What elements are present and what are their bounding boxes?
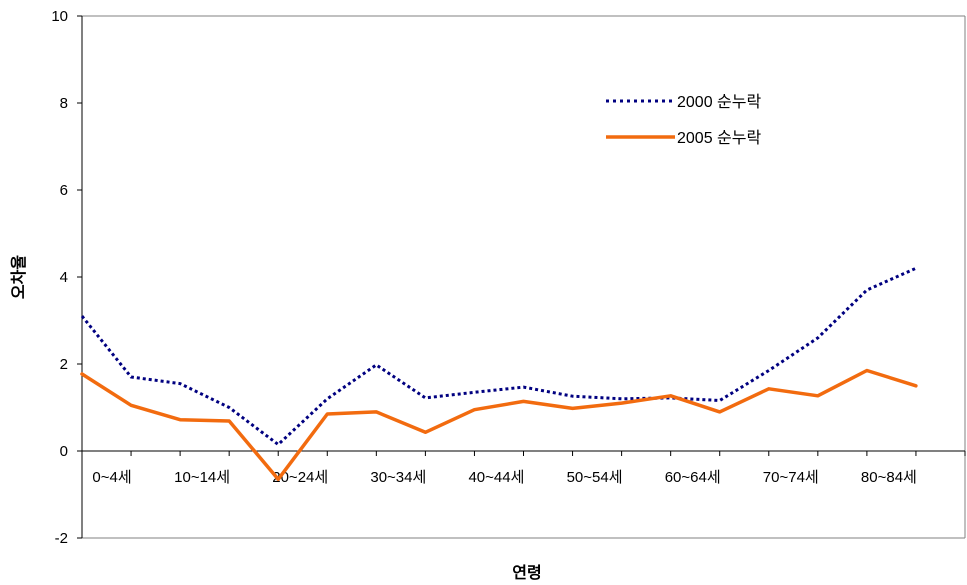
x-tick-label: 40~44세 [468, 469, 524, 486]
y-tick-label: -2 [55, 530, 68, 547]
y-tick-label: 2 [60, 356, 68, 373]
series-layer [80, 266, 918, 482]
y-tick-label: 8 [60, 95, 68, 112]
x-tick-label: 70~74세 [763, 469, 819, 486]
legend-label-1: 2000 순누락 [677, 93, 761, 111]
y-axis: -2 0 2 4 6 8 10 [51, 8, 82, 547]
y-tick-label: 4 [60, 269, 68, 286]
x-tick-label: 30~34세 [370, 469, 426, 486]
series-line-2 [80, 368, 918, 482]
x-tick-label: 10~14세 [174, 469, 230, 486]
series-line-1 [80, 266, 917, 446]
x-tick-label: 0~4세 [92, 469, 131, 486]
legend: 2000 순누락 2005 순누락 [606, 93, 761, 147]
plot-frame [81, 15, 966, 539]
y-tick-label: 6 [60, 182, 68, 199]
x-tick-label: 20~24세 [272, 469, 328, 486]
y-tick-label: 10 [51, 8, 68, 25]
x-tick-label: 50~54세 [567, 469, 623, 486]
x-axis-title: 연령 [512, 563, 541, 582]
y-tick-label: 0 [60, 443, 68, 460]
x-tick-label: 60~64세 [665, 469, 721, 486]
legend-label-2: 2005 순누락 [677, 129, 761, 147]
x-tick-label: 80~84세 [861, 469, 917, 486]
x-axis: 0~4세 10~14세 20~24세 30~34세 40~44세 50~54세 60~64세… [81, 451, 966, 486]
y-axis-title: 오차율 [9, 255, 28, 299]
